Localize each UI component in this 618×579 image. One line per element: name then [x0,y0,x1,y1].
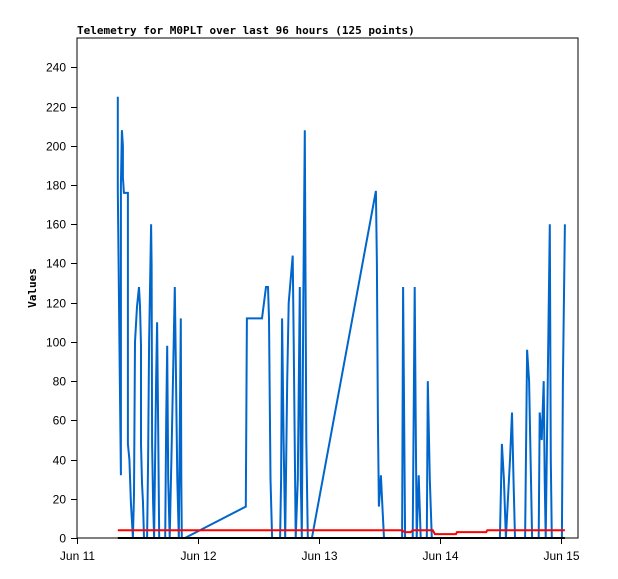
chart-title: Telemetry for M0PLT over last 96 hours (… [77,24,415,37]
y-axis-label: Values [26,268,39,308]
series-red-line [117,529,565,536]
y-tick-label: 120 [46,297,66,311]
y-tick-label: 0 [59,532,66,546]
y-tick-label: 200 [46,140,66,154]
y-tick-label: 140 [46,257,66,271]
y-tick-label: 60 [53,414,67,428]
y-tick-label: 240 [46,61,66,75]
y-tick-label: 180 [46,179,66,193]
series-blue-line [116,96,566,539]
y-tick-label: 40 [53,454,67,468]
y-tick-label: 100 [46,336,66,350]
x-tick-label: Jun 11 [60,549,95,563]
y-tick-label: 80 [53,375,67,389]
x-tick-label: Jun 14 [422,549,458,563]
x-tick-label: Jun 12 [180,549,216,563]
y-axis: 0 20 40 60 80 100 120 140 160 180 200 220 240 [46,61,77,546]
x-tick-label: Jun 13 [301,549,337,563]
series-group [116,96,566,539]
x-axis: Jun 11 Jun 12 Jun 13 Jun 14 Jun 15 [60,538,580,563]
y-tick-label: 160 [46,218,66,232]
x-tick-label: Jun 15 [543,549,579,563]
y-tick-label: 220 [46,101,66,115]
y-tick-label: 20 [53,493,67,507]
